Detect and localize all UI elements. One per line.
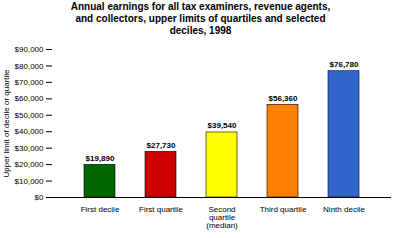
svg-text:Third quartile: Third quartile [260, 205, 307, 214]
svg-text:$39,540: $39,540 [208, 121, 237, 130]
svg-text:$70,000: $70,000 [15, 78, 44, 87]
svg-text:Secondquartile(median): Secondquartile(median) [206, 205, 238, 230]
html-text:Annual earnings for all tax ex: Annual earnings for all tax examiners, r… [70, 1, 331, 36]
svg-text:$30,000: $30,000 [15, 144, 44, 153]
svg-text:Ninth decile: Ninth decile [323, 205, 365, 214]
svg-text:$0: $0 [35, 193, 44, 202]
svg-text:$80,000: $80,000 [15, 62, 44, 71]
svg-text:$19,890: $19,890 [86, 154, 115, 163]
svg-text:First decile: First decile [81, 205, 120, 214]
svg-text:First quartile: First quartile [139, 205, 184, 214]
svg-text:$50,000: $50,000 [15, 111, 44, 120]
svg-text:$27,730: $27,730 [147, 141, 176, 150]
svg-text:$90,000: $90,000 [15, 45, 44, 54]
svg-text:$56,360: $56,360 [269, 94, 298, 103]
svg-text:$40,000: $40,000 [15, 127, 44, 136]
svg-text:$20,000: $20,000 [15, 160, 44, 169]
svg-text:$60,000: $60,000 [15, 94, 44, 103]
svg-text:Upper limit of decile or quart: Upper limit of decile or quartile [2, 69, 11, 178]
svg-text:$76,780: $76,780 [330, 60, 359, 69]
svg-text:$10,000: $10,000 [15, 177, 44, 186]
